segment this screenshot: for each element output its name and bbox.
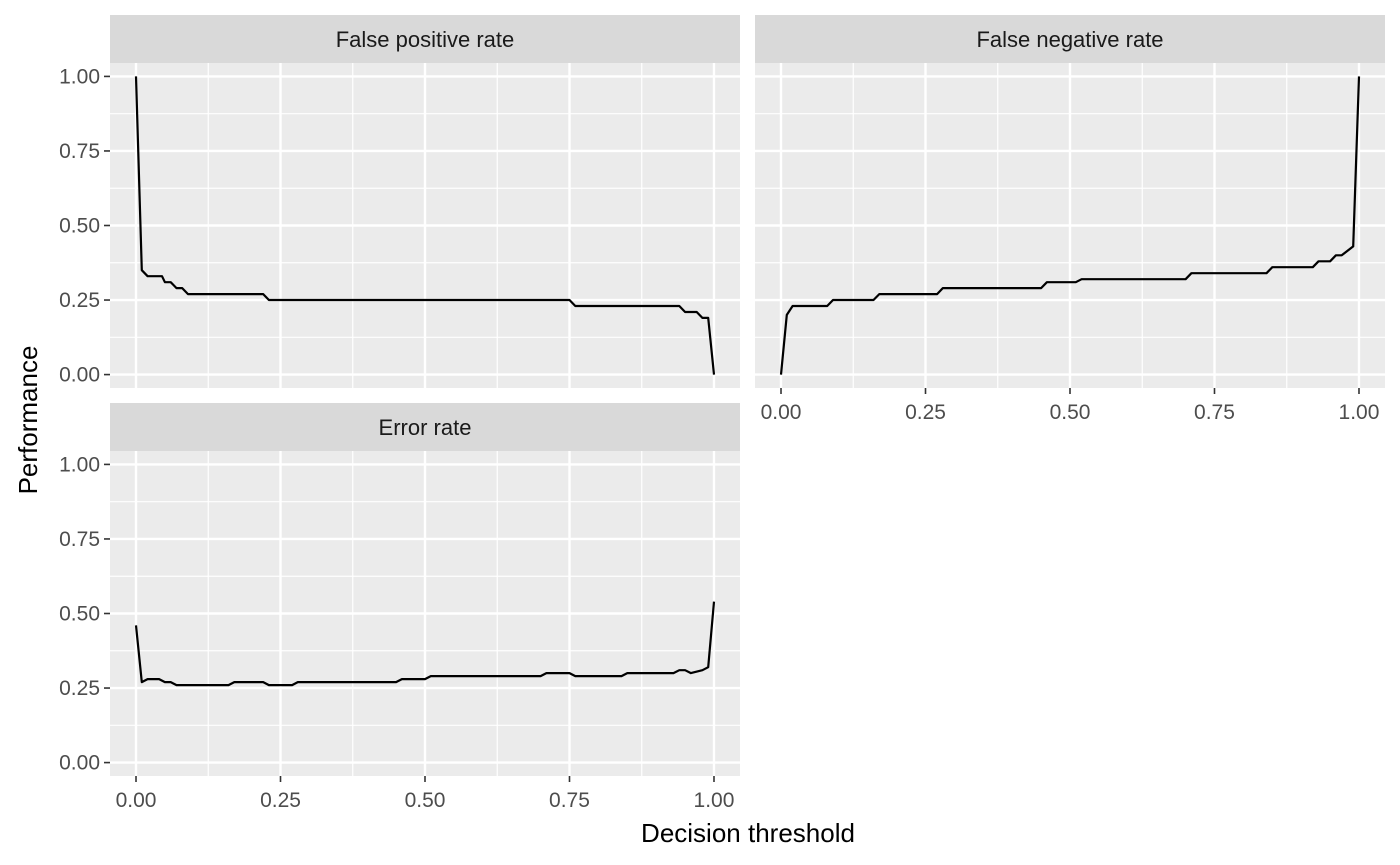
series-line	[779, 76, 1361, 375]
x-tick-label: 0.00	[116, 789, 157, 812]
y-tick-label: 0.00	[59, 364, 100, 387]
x-tick-label: 0.75	[549, 789, 590, 812]
y-tick-label: 0.00	[59, 752, 100, 775]
x-tick-label: 0.25	[260, 789, 301, 812]
x-tick-label: 1.00	[1339, 401, 1380, 424]
y-axis-title: Performance	[13, 346, 43, 495]
series-line	[134, 76, 716, 375]
y-tick-label: 0.25	[59, 677, 100, 700]
panel-strip	[110, 403, 740, 451]
panel-false-positive-rate: False positive rate 0.00 0.25 0.50 0.75 1.00	[59, 15, 740, 388]
y-tick-label: 1.00	[59, 65, 100, 88]
panel-error-rate: Error rate 0.00 0.25 0.50 0.75 1.00 0.00 0.25 0.…	[59, 403, 740, 812]
panel-strip	[110, 15, 740, 63]
y-tick-label: 1.00	[59, 453, 100, 476]
panel-false-negative-rate: False negative rate 0.00 0.25 0.50 0.75 1.00	[755, 15, 1385, 424]
x-axis-title: Decision threshold	[641, 818, 855, 848]
panel-title: Error rate	[379, 415, 472, 440]
x-tick-label: 0.75	[1194, 401, 1235, 424]
y-tick-label: 0.50	[59, 215, 100, 238]
y-tick-label: 0.75	[59, 528, 100, 551]
x-tick-label: 0.00	[761, 401, 802, 424]
x-tick-label: 1.00	[694, 789, 735, 812]
y-tick-label: 0.75	[59, 140, 100, 163]
x-tick-label: 0.50	[1050, 401, 1091, 424]
series-line	[134, 601, 716, 687]
y-tick-label: 0.25	[59, 289, 100, 312]
panel-title: False negative rate	[976, 27, 1163, 52]
y-tick-label: 0.50	[59, 603, 100, 626]
x-tick-label: 0.25	[905, 401, 946, 424]
x-tick-label: 0.50	[405, 789, 446, 812]
panel-title: False positive rate	[336, 27, 515, 52]
panel-strip	[755, 15, 1385, 63]
